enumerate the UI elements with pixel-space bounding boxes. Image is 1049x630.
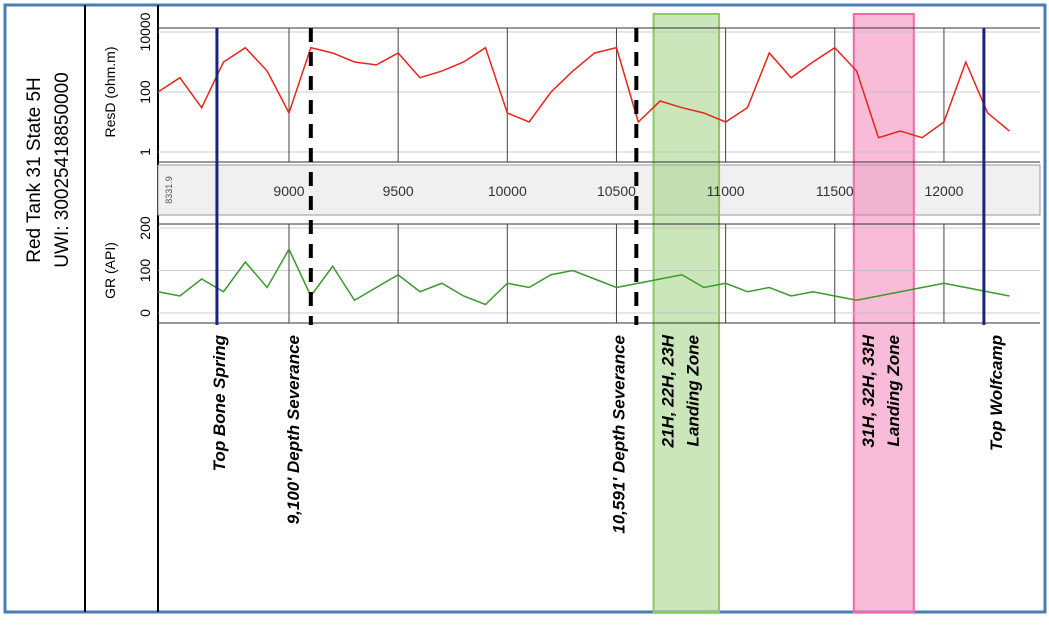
depth-label: 11000 [707, 183, 745, 199]
depth-label: 10500 [597, 183, 636, 199]
y-axis-label: ResD (ohm.m) [102, 46, 118, 137]
depth-label: 10000 [488, 183, 527, 199]
y-tick-label: 100 [137, 80, 153, 104]
depth-label: 9000 [273, 183, 304, 199]
zone-label: 31H, 32H, 33H [859, 334, 878, 447]
y-tick-label: 1 [137, 148, 153, 156]
zone-label: Landing Zone [684, 335, 703, 446]
depth-label: 12000 [924, 183, 963, 199]
start-depth: 8331.9 [164, 176, 174, 204]
y-tick-label: 10000 [137, 12, 153, 51]
marker-label: 10,591' Depth Severance [609, 335, 628, 534]
log-curve [157, 247, 1010, 306]
uwi: UWI: 30025418850000 [52, 72, 73, 267]
zone-label: Landing Zone [884, 335, 903, 446]
log-curve [157, 46, 1010, 139]
y-tick-label: 200 [137, 216, 153, 240]
y-axis-label: GR (API) [102, 242, 118, 299]
depth-label: 9500 [383, 183, 414, 199]
depth-track [157, 164, 1041, 216]
marker-label: 9,100' Depth Severance [284, 335, 303, 524]
well-name: Red Tank 31 State 5H [24, 77, 45, 263]
marker-label: Top Wolfcamp [987, 335, 1006, 451]
y-tick-label: 100 [137, 259, 153, 283]
marker-label: Top Bone Spring [210, 334, 229, 471]
zone-label: 21H, 22H, 23H [659, 334, 678, 448]
frame [3, 3, 1047, 614]
y-tick-label: 0 [137, 309, 153, 317]
depth-label: 11500 [816, 183, 854, 199]
